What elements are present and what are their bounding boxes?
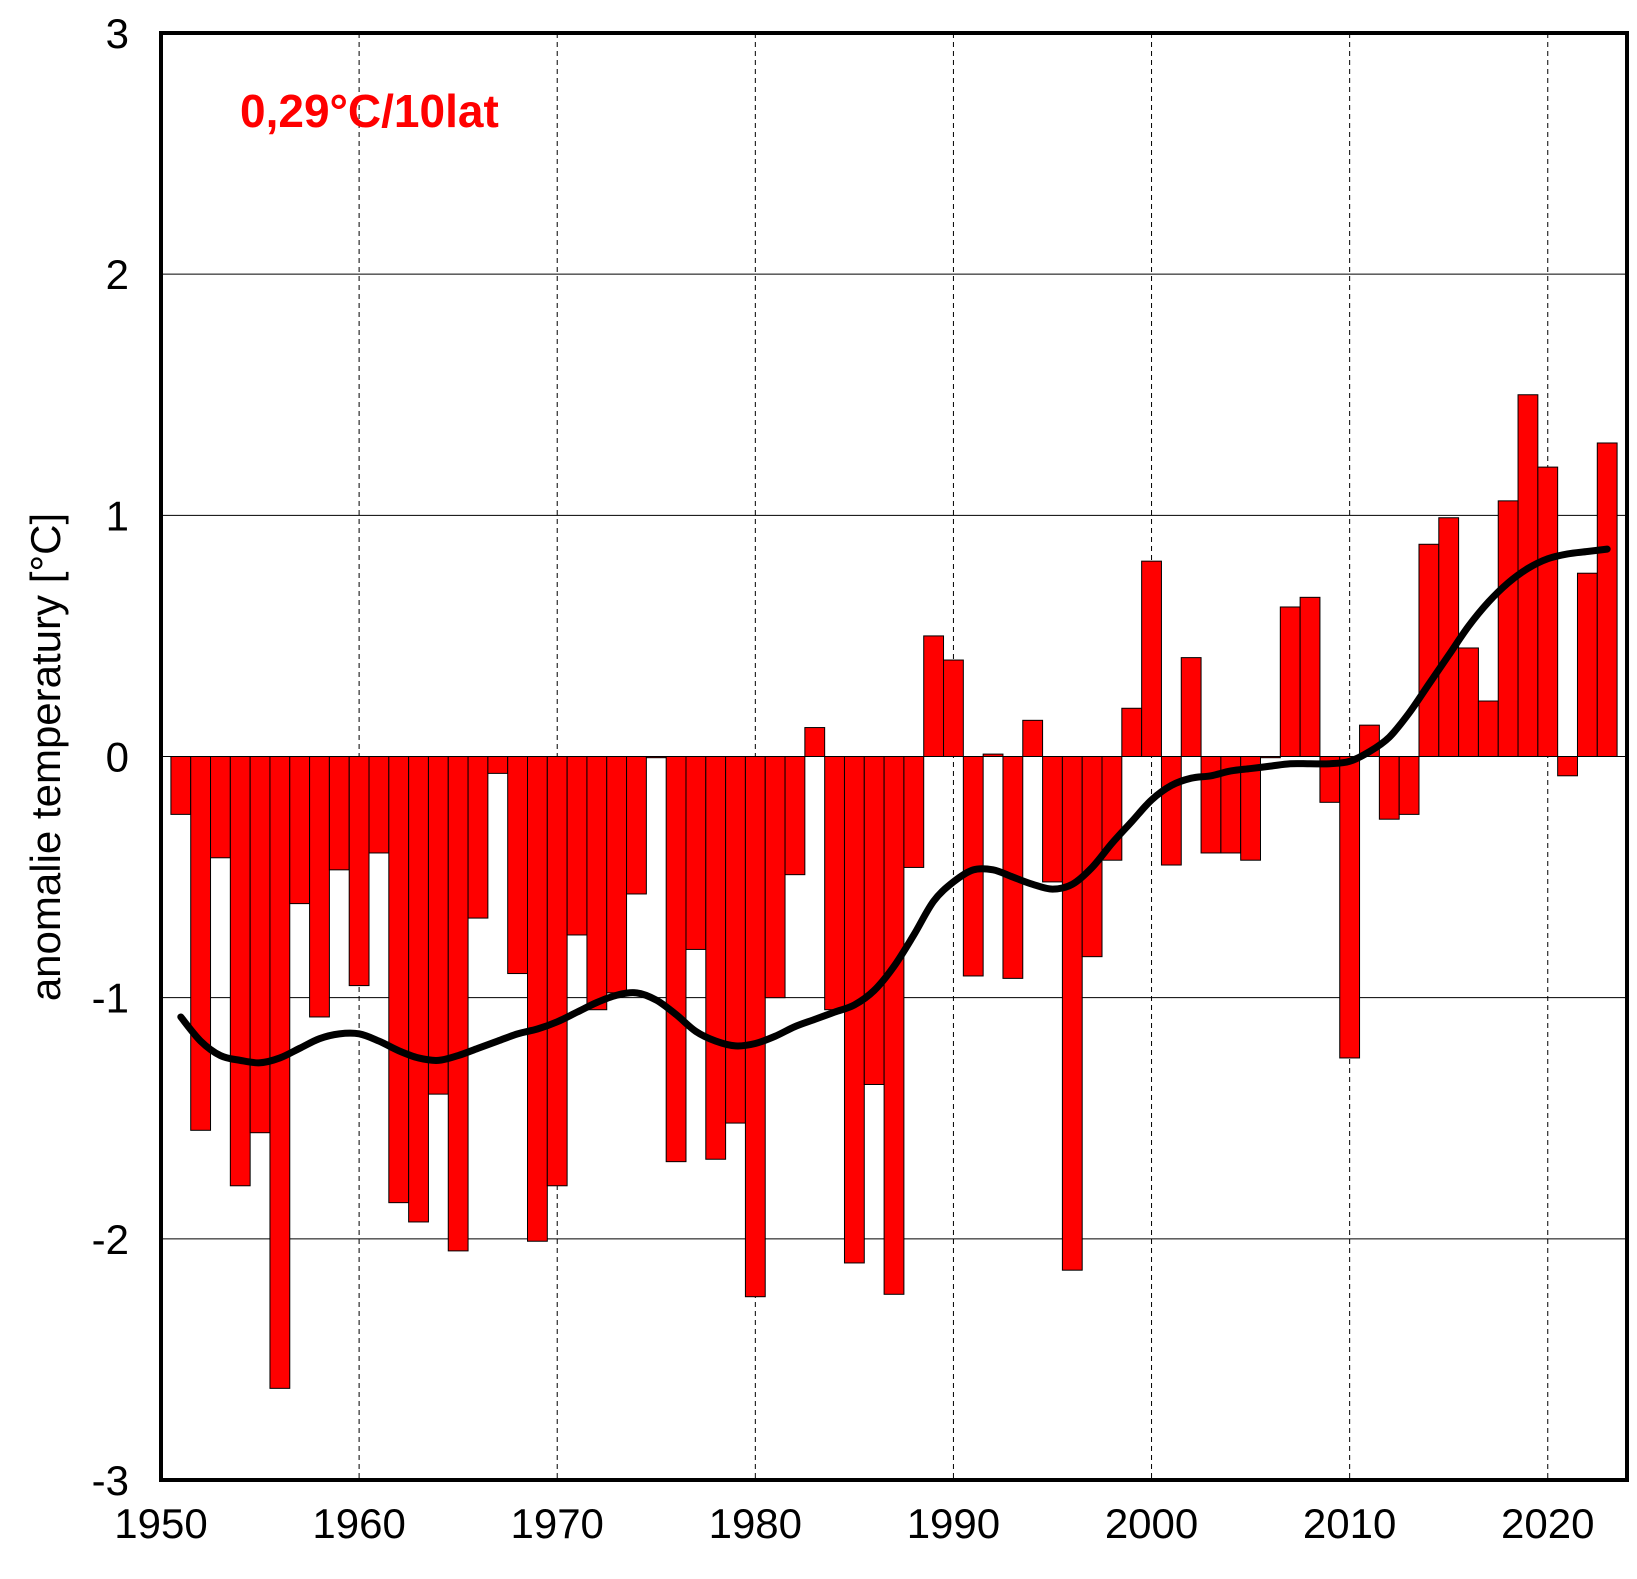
bar-1971 [566,756,588,936]
bar-1970 [546,756,568,1187]
bar-1992 [982,753,1004,757]
y-tick-label: -1 [92,975,129,1022]
bar-1996 [1061,756,1083,1271]
bar-2017 [1477,700,1499,758]
bar-1989 [923,635,945,758]
bar-1951 [170,756,192,815]
x-tick-label: 2000 [1105,1500,1198,1547]
bar-1969 [527,756,548,1242]
bar-1972 [586,756,608,1011]
bar-1982 [784,756,806,876]
bar-2021 [1557,756,1578,777]
bar-2016 [1458,647,1479,757]
x-tick-label: 2020 [1501,1500,1594,1547]
y-axis-title: anomalie temperatury [°C] [22,513,69,1001]
bar-1981 [764,756,786,999]
smoothed-line-layer [177,545,1611,1067]
bar-1962 [388,756,410,1204]
smoothed-trend-line [177,545,1611,1067]
y-tick-label: 0 [106,734,129,781]
bar-2018 [1497,500,1519,758]
bar-1976 [665,756,687,1163]
y-tick-label: -2 [92,1216,129,1263]
x-tick-label: 1960 [312,1500,405,1547]
bar-1963 [408,756,429,1223]
bar-1977 [685,756,707,950]
bar-1993 [1002,756,1024,979]
bar-2001 [1160,756,1182,866]
bars-layer [170,394,1618,1389]
bar-1994 [1022,719,1044,758]
trend-annotation: 0,29°C/10lat [240,85,499,137]
y-tick-label: 3 [106,10,129,57]
bar-1959 [328,756,350,871]
bar-1952 [190,756,212,1131]
bar-1999 [1121,707,1143,757]
bar-1965 [447,756,469,1252]
bar-2002 [1180,657,1202,757]
y-tick-label: 2 [106,251,129,298]
x-tick-label: 1970 [510,1500,603,1547]
x-tick-label: 2010 [1303,1500,1396,1547]
bar-1967 [487,756,509,774]
bar-2005 [1240,756,1262,861]
bar-1964 [427,756,449,1095]
bar-2023 [1596,442,1618,757]
x-tick-label: 1950 [114,1500,207,1547]
y-tick-label: -3 [92,1457,129,1504]
bar-1988 [903,756,925,868]
bar-1987 [883,756,905,1295]
bar-1954 [229,756,251,1187]
bar-1990 [943,659,964,757]
bar-2020 [1537,466,1559,757]
bar-1986 [863,756,885,1085]
bar-1966 [467,756,489,919]
y-tick-label: 1 [106,492,129,539]
bar-1995 [1042,756,1063,883]
bar-1984 [824,756,845,1011]
plot-frame [159,31,1629,1482]
bar-2008 [1299,596,1321,758]
bar-1956 [269,756,291,1389]
bar-2007 [1279,606,1301,758]
bar-1983 [804,727,826,757]
tick-labels-layer: -3 -2 -1 0 1 2 3 1950 1960 1970 1980 1990 2000 2010 20… [92,10,1595,1547]
bar-1957 [289,756,311,905]
bar-1979 [725,756,746,1124]
bar-1955 [249,756,271,1134]
bar-2012 [1378,756,1400,820]
bar-1973 [606,756,628,994]
bar-2000 [1141,560,1162,758]
bar-1953 [210,756,231,859]
bar-1958 [309,756,330,1018]
bar-1961 [368,756,390,854]
bar-2010 [1339,756,1361,1059]
bar-2022 [1576,572,1598,757]
x-tick-label: 1980 [709,1500,802,1547]
bar-1975 [645,756,667,759]
bar-2014 [1418,543,1440,757]
bar-2015 [1438,517,1460,757]
bar-1974 [626,756,647,895]
bar-1960 [348,756,370,987]
bar-2006 [1260,756,1281,759]
bar-1968 [507,756,528,975]
bar-2013 [1398,756,1420,815]
bar-1978 [705,756,727,1160]
x-tick-label: 1990 [907,1500,1000,1547]
bar-1980 [744,756,766,1298]
